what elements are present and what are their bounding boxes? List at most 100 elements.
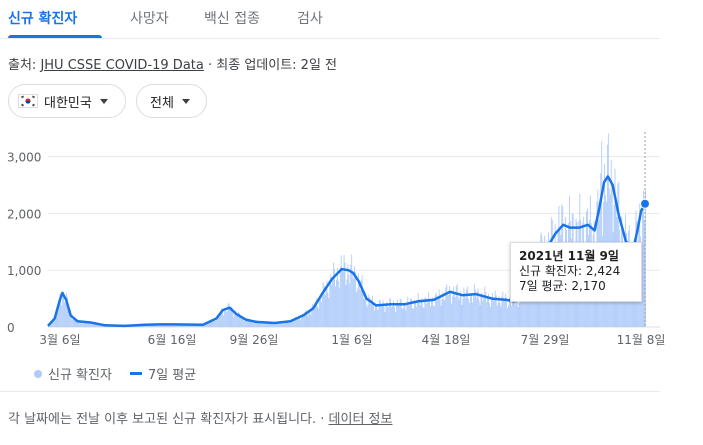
daily-case-bar: [453, 293, 455, 327]
daily-case-bar: [301, 313, 303, 327]
daily-case-bar: [488, 293, 490, 327]
data-info-link[interactable]: 데이터 정보: [328, 412, 393, 427]
daily-case-bar: [306, 314, 308, 327]
daily-case-bar: [422, 307, 424, 327]
daily-case-bar: [177, 325, 179, 327]
daily-case-bar: [159, 325, 161, 327]
daily-case-bar: [426, 303, 428, 327]
daily-case-bar: [448, 294, 450, 327]
daily-case-bar: [240, 318, 242, 327]
tab-tests[interactable]: 검사: [297, 11, 323, 27]
x-tick-label: 3월 6일: [39, 333, 80, 347]
tab-new-cases[interactable]: 신규 확진자: [8, 11, 78, 27]
daily-case-bar: [285, 322, 287, 327]
daily-case-bar: [473, 284, 475, 327]
daily-case-bar: [160, 324, 162, 327]
daily-case-bar: [435, 292, 437, 327]
daily-case-bar: [216, 319, 218, 327]
daily-case-bar: [311, 311, 313, 327]
daily-case-bar: [68, 309, 70, 327]
daily-case-bar: [263, 321, 265, 327]
daily-case-bar: [389, 298, 391, 327]
daily-case-bar: [246, 319, 248, 327]
daily-case-bar: [464, 292, 466, 327]
daily-case-bar: [279, 323, 280, 327]
chevron-down-icon: [99, 98, 108, 104]
daily-case-bar: [428, 291, 430, 327]
daily-case-bar: [462, 298, 464, 327]
daily-case-bar: [438, 289, 440, 327]
daily-case-bar: [69, 309, 71, 327]
daily-case-bar: [642, 203, 644, 327]
daily-case-bar: [308, 310, 310, 327]
daily-case-bar: [429, 298, 431, 327]
daily-case-bar: [205, 324, 207, 327]
daily-case-bar: [409, 305, 411, 327]
daily-case-bar: [319, 295, 321, 327]
daily-case-bar: [430, 306, 432, 327]
daily-case-bar: [260, 323, 262, 327]
daily-case-bar: [433, 306, 435, 327]
country-dropdown[interactable]: 대한민국: [8, 84, 126, 118]
daily-case-bar: [395, 304, 397, 327]
daily-case-bar: [454, 297, 456, 327]
daily-case-bar: [421, 298, 423, 327]
daily-case-bar: [155, 324, 157, 327]
daily-case-bar: [351, 254, 353, 327]
daily-case-bar: [269, 322, 271, 327]
daily-case-bar: [407, 296, 409, 327]
daily-case-bar: [267, 322, 269, 327]
daily-case-bar: [157, 324, 159, 327]
daily-case-bar: [456, 283, 458, 327]
daily-case-bar: [467, 286, 469, 327]
daily-case-bar: [294, 317, 296, 327]
scope-dropdown[interactable]: 전체: [136, 84, 207, 118]
daily-case-bar: [282, 323, 284, 327]
daily-case-bar: [447, 295, 449, 327]
daily-case-bar: [223, 310, 225, 327]
daily-case-bar: [180, 324, 181, 327]
x-axis: 3월 6일 6월 16일 9월 26일 1월 6일 4월 18일 7월 29일 …: [39, 333, 665, 347]
source-link[interactable]: JHU CSSE COVID-19 Data: [40, 58, 204, 73]
daily-case-bar: [392, 306, 393, 327]
daily-case-bar: [356, 292, 357, 327]
daily-case-bar: [303, 316, 305, 327]
daily-case-bar: [489, 302, 490, 327]
daily-case-bar: [204, 324, 206, 327]
daily-case-bar: [149, 324, 151, 327]
daily-case-bar: [96, 323, 98, 327]
daily-case-bar: [496, 305, 498, 327]
daily-case-bar: [375, 305, 376, 327]
daily-case-bar: [329, 281, 331, 327]
daily-case-bar: [283, 321, 285, 327]
daily-case-bar: [480, 294, 482, 327]
daily-case-bar: [345, 285, 347, 327]
daily-case-bar: [100, 325, 102, 327]
daily-case-bar: [323, 285, 325, 327]
tab-vaccinations[interactable]: 백신 접종: [204, 11, 260, 27]
daily-case-bar: [328, 297, 330, 327]
daily-case-bar: [290, 322, 292, 327]
daily-case-bar: [463, 287, 465, 327]
daily-case-bar: [406, 303, 408, 327]
y-tick-label: 2,000: [7, 207, 41, 221]
daily-case-bar: [247, 320, 249, 327]
daily-case-bar: [239, 312, 240, 327]
daily-case-bar: [466, 289, 468, 327]
daily-case-bar: [186, 324, 188, 327]
daily-case-bar: [502, 291, 504, 327]
daily-case-bar: [73, 316, 75, 327]
hover-layer: [640, 132, 650, 327]
tab-deaths[interactable]: 사망자: [130, 11, 169, 27]
daily-case-bar: [424, 297, 426, 327]
tooltip-average: 7일 평균: 2,170: [519, 279, 606, 293]
daily-case-bar: [202, 325, 203, 327]
daily-case-bar: [404, 305, 406, 327]
daily-case-bar: [219, 315, 220, 327]
daily-case-bar: [327, 292, 329, 327]
daily-case-bar: [417, 292, 419, 327]
daily-case-bar: [295, 316, 297, 327]
daily-case-bar: [413, 308, 414, 327]
daily-case-bar: [414, 301, 416, 327]
cases-chart[interactable]: 0 1,000 2,000 3,000 3월 6일 6월 16일 9월 26일 …: [0, 128, 703, 354]
